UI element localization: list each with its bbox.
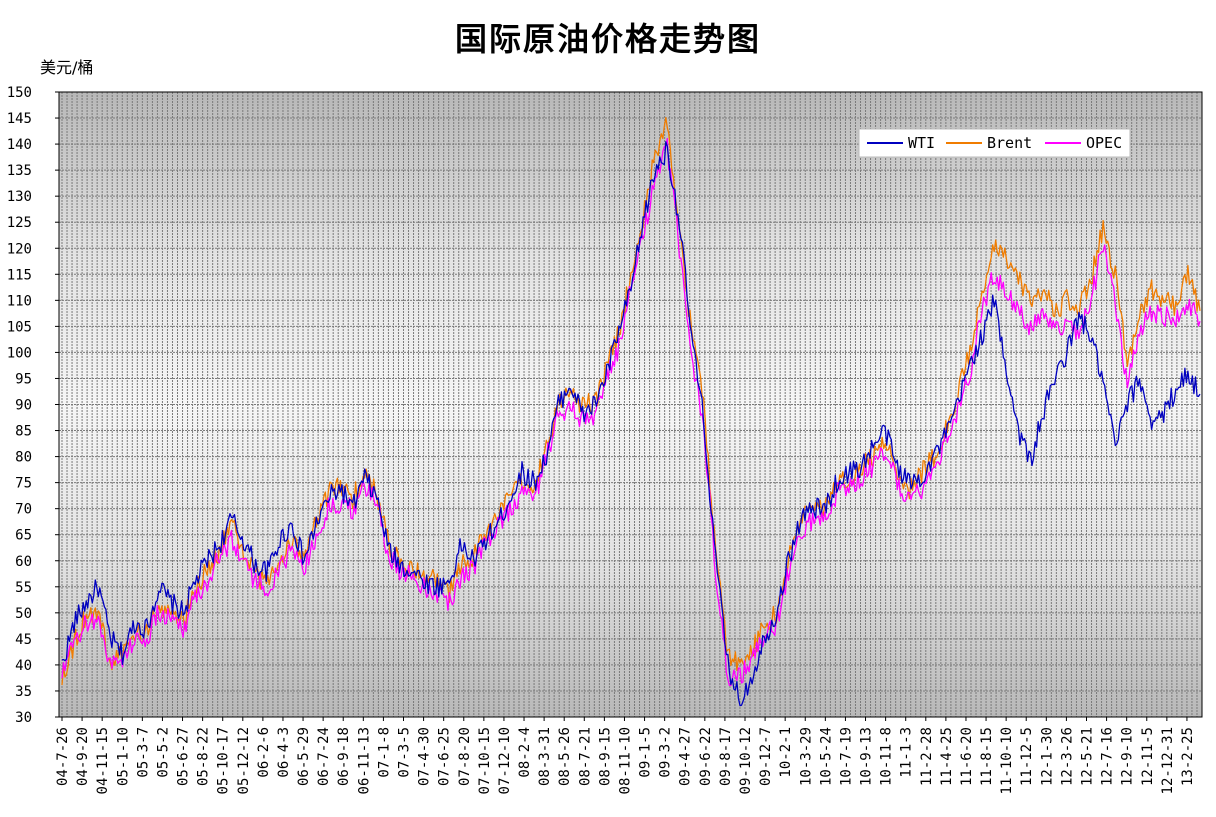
x-tick-label: 04-11-15 (95, 727, 111, 794)
x-tick-label: 06-11-13 (356, 727, 372, 794)
x-tick-label: 05-5-2 (155, 727, 171, 778)
legend-item-opec: OPEC (1045, 134, 1122, 152)
y-tick-label: 110 (7, 293, 32, 309)
x-tick-label: 06-9-18 (336, 727, 352, 786)
x-tick-label: 08-7-21 (577, 727, 593, 786)
y-tick-label: 95 (15, 371, 32, 387)
x-tick-label: 04-9-20 (75, 727, 91, 786)
x-tick-label: 10-11-8 (879, 727, 895, 786)
y-tick-label: 55 (15, 580, 32, 596)
x-tick-label: 12-11-5 (1140, 727, 1156, 786)
x-tick-label: 08-2-4 (517, 727, 533, 778)
y-tick-label: 135 (7, 163, 32, 179)
y-tick-label: 50 (15, 606, 32, 622)
x-tick-label: 10-9-13 (859, 727, 875, 786)
y-tick-label: 70 (15, 502, 32, 518)
y-tick-label: 65 (15, 528, 32, 544)
y-tick-label: 105 (7, 319, 32, 335)
legend-box (858, 128, 1131, 158)
x-axis: 04-7-26 04-9-20 04-11-15 05-1-10 05-3-7 05-5-… (55, 717, 1196, 794)
grid-lines (59, 91, 1203, 718)
y-axis-unit-label: 美元/桶 (40, 58, 94, 77)
x-tick-label: 11-12-5 (1019, 727, 1035, 786)
x-tick-label: 06-4-3 (276, 727, 292, 778)
x-tick-label: 07-10-15 (477, 727, 493, 794)
x-tick-label: 05-10-17 (216, 727, 232, 794)
x-tick-label: 07-6-25 (437, 727, 453, 786)
x-tick-label: 11-6-20 (959, 727, 975, 786)
x-tick-label: 09-8-17 (718, 727, 734, 786)
y-tick-label: 125 (7, 215, 32, 231)
x-tick-label: 06-5-29 (296, 727, 312, 786)
x-tick-label: 07-3-5 (396, 727, 412, 778)
legend-item-brent: Brent (946, 134, 1032, 152)
x-tick-label: 05-3-7 (135, 727, 151, 778)
x-tick-label: 12-3-26 (1059, 727, 1075, 786)
y-tick-label: 35 (15, 684, 32, 700)
y-tick-label: 120 (7, 241, 32, 257)
legend-label-wti: WTI (908, 134, 935, 152)
x-tick-label: 09-3-2 (658, 727, 674, 778)
x-tick-label: 07-12-10 (497, 727, 513, 794)
x-tick-label: 12-5-21 (1079, 727, 1095, 786)
x-tick-label: 07-1-8 (376, 727, 392, 778)
y-tick-label: 80 (15, 450, 32, 466)
x-tick-label: 04-7-26 (55, 727, 71, 786)
x-tick-label: 10-7-19 (838, 727, 854, 786)
x-tick-label: 11-4-25 (939, 727, 955, 786)
legend-label-brent: Brent (987, 134, 1032, 152)
x-tick-label: 08-11-10 (617, 727, 633, 794)
x-tick-label: 05-8-22 (196, 727, 212, 786)
x-tick-label: 08-3-31 (537, 727, 553, 786)
x-tick-label: 06-2-6 (256, 727, 272, 778)
x-tick-label: 10-3-29 (798, 727, 814, 786)
x-tick-label: 12-9-10 (1120, 727, 1136, 786)
y-tick-label: 130 (7, 189, 32, 205)
x-tick-label: 12-7-16 (1100, 727, 1116, 786)
x-tick-label: 08-5-26 (557, 727, 573, 786)
y-tick-label: 30 (15, 710, 32, 726)
y-tick-label: 45 (15, 632, 32, 648)
y-tick-label: 85 (15, 424, 32, 440)
y-tick-label: 100 (7, 345, 32, 361)
x-tick-label: 09-4-27 (678, 727, 694, 786)
x-tick-label: 11-10-10 (999, 727, 1015, 794)
x-tick-label: 10-2-1 (778, 727, 794, 778)
y-tick-label: 60 (15, 554, 32, 570)
legend-item-wti: WTI (867, 134, 935, 152)
x-tick-label: 11-1-3 (899, 727, 915, 778)
x-tick-label: 09-6-22 (698, 727, 714, 786)
y-tick-label: 90 (15, 398, 32, 414)
x-tick-label: 05-6-27 (176, 727, 192, 786)
x-tick-label: 11-8-15 (979, 727, 995, 786)
legend-label-opec: OPEC (1086, 134, 1122, 152)
x-tick-label: 12-1-30 (1039, 727, 1055, 786)
x-tick-label: 09-1-5 (638, 727, 654, 778)
x-tick-label: 09-10-12 (738, 727, 754, 794)
x-tick-label: 11-2-28 (919, 727, 935, 786)
y-tick-label: 150 (7, 85, 32, 101)
y-tick-label: 140 (7, 137, 32, 153)
x-tick-label: 07-4-30 (417, 727, 433, 786)
x-tick-label: 08-9-15 (597, 727, 613, 786)
x-tick-label: 10-5-24 (818, 727, 834, 786)
legend: WTI Brent OPEC (858, 128, 1131, 158)
series-lines (61, 117, 1201, 707)
y-axis: 30 35 40 45 50 55 60 65 70 75 80 85 90 95 100 105 110 115… (7, 85, 59, 726)
x-tick-label: 09-12-7 (758, 727, 774, 786)
y-tick-label: 115 (7, 267, 32, 283)
x-tick-label: 07-8-20 (457, 727, 473, 786)
x-tick-label: 05-12-12 (236, 727, 252, 794)
x-tick-label: 06-7-24 (316, 727, 332, 786)
y-tick-label: 75 (15, 476, 32, 492)
x-tick-label: 05-1-10 (115, 727, 131, 786)
chart-title: 国际原油价格走势图 (454, 20, 761, 58)
y-tick-label: 145 (7, 111, 32, 127)
x-tick-label: 12-12-31 (1160, 727, 1176, 794)
x-tick-label: 13-2-25 (1180, 727, 1196, 786)
y-tick-label: 40 (15, 658, 32, 674)
series-line-wti (61, 141, 1201, 707)
